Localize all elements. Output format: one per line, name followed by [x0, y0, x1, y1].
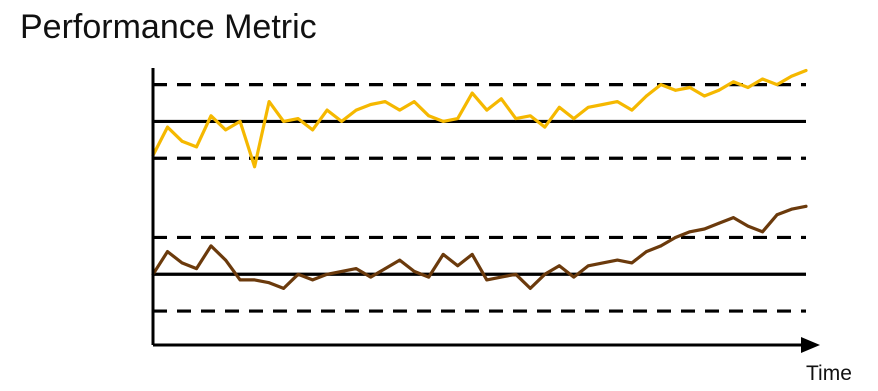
- data-point-1-1: [166, 250, 169, 254]
- data-point-0-28: [557, 105, 561, 109]
- data-point-1-39: [717, 221, 721, 225]
- data-point-1-2: [180, 261, 184, 265]
- data-point-0-26: [528, 114, 532, 118]
- x-axis-label: Time: [806, 362, 852, 385]
- data-point-1-7: [253, 278, 256, 282]
- data-point-1-27: [543, 272, 547, 276]
- data-point-1-26: [528, 287, 532, 290]
- data-point-1-35: [659, 244, 663, 248]
- x-axis-arrow-icon: [801, 337, 820, 353]
- data-point-1-17: [398, 258, 402, 262]
- data-point-0-39: [717, 88, 721, 92]
- reference-lines: [153, 83, 806, 313]
- data-point-0-17: [398, 108, 402, 112]
- data-point-0-7: [253, 165, 256, 169]
- series-lines: [151, 68, 808, 290]
- data-point-1-45: [804, 204, 808, 208]
- data-point-0-18: [412, 100, 416, 104]
- data-point-1-23: [485, 278, 489, 282]
- data-point-1-8: [267, 281, 271, 285]
- data-point-1-25: [514, 272, 518, 276]
- data-point-1-31: [601, 261, 605, 265]
- axes: [151, 68, 820, 353]
- data-point-0-41: [746, 86, 750, 89]
- data-point-0-3: [195, 145, 198, 149]
- data-point-0-30: [586, 105, 590, 109]
- series-line-1: [151, 204, 808, 290]
- data-point-1-36: [674, 236, 677, 239]
- data-point-0-36: [674, 88, 677, 92]
- data-point-0-44: [790, 74, 793, 78]
- data-point-1-14: [354, 267, 358, 270]
- data-point-1-5: [224, 258, 227, 262]
- data-point-0-12: [325, 108, 329, 112]
- data-point-1-43: [775, 213, 779, 217]
- data-point-1-28: [557, 264, 561, 268]
- data-point-0-10: [296, 117, 300, 120]
- data-point-1-42: [761, 230, 764, 234]
- data-point-0-42: [761, 77, 764, 81]
- data-point-1-10: [296, 272, 300, 276]
- data-point-1-4: [209, 244, 213, 248]
- data-point-0-24: [499, 97, 503, 101]
- data-point-0-29: [572, 117, 576, 120]
- data-point-0-4: [209, 114, 213, 118]
- data-point-1-33: [630, 261, 634, 265]
- data-point-0-5: [224, 128, 227, 132]
- data-point-0-33: [630, 108, 634, 112]
- data-point-1-44: [790, 207, 793, 211]
- data-point-1-41: [746, 224, 750, 228]
- data-point-1-38: [703, 227, 706, 231]
- data-point-1-15: [369, 275, 373, 279]
- data-point-1-40: [732, 216, 735, 220]
- data-point-0-16: [383, 100, 387, 104]
- data-point-0-20: [441, 120, 445, 123]
- data-point-1-9: [282, 287, 285, 290]
- data-point-1-12: [325, 272, 329, 276]
- data-point-1-34: [644, 250, 648, 254]
- data-point-1-24: [499, 275, 503, 279]
- data-point-0-22: [470, 91, 474, 95]
- data-point-1-13: [340, 270, 344, 273]
- data-point-0-37: [688, 86, 692, 89]
- data-point-0-1: [166, 125, 169, 129]
- data-point-0-35: [659, 83, 663, 87]
- data-point-0-2: [180, 139, 184, 143]
- data-point-0-32: [615, 100, 619, 104]
- data-point-1-21: [456, 264, 460, 268]
- data-point-0-43: [775, 83, 779, 87]
- data-point-0-34: [644, 94, 648, 98]
- data-point-0-31: [601, 103, 605, 106]
- data-point-0-45: [804, 69, 808, 72]
- data-point-0-23: [485, 108, 489, 112]
- data-point-0-13: [340, 120, 344, 123]
- data-point-0-11: [311, 128, 315, 132]
- data-point-0-21: [456, 117, 460, 120]
- chart-title: Performance Metric: [20, 8, 317, 46]
- data-point-1-30: [586, 264, 590, 268]
- data-point-0-14: [354, 108, 358, 112]
- data-point-1-16: [383, 267, 387, 270]
- data-point-1-11: [311, 278, 315, 282]
- data-point-1-6: [238, 278, 242, 282]
- data-point-0-6: [238, 120, 242, 123]
- data-point-0-19: [427, 114, 431, 118]
- data-point-1-19: [427, 275, 431, 279]
- data-point-1-3: [195, 267, 198, 270]
- series-line-0: [151, 68, 808, 169]
- data-point-0-40: [732, 80, 735, 84]
- data-point-0-38: [703, 94, 706, 98]
- data-point-0-15: [369, 103, 373, 106]
- data-point-1-18: [412, 270, 416, 273]
- data-point-0-27: [543, 125, 547, 129]
- data-point-1-22: [470, 253, 474, 256]
- data-point-1-29: [572, 275, 576, 279]
- data-point-0-9: [282, 120, 285, 123]
- data-point-1-32: [615, 258, 619, 262]
- data-point-0-8: [267, 100, 271, 104]
- data-point-1-37: [688, 230, 692, 234]
- data-point-0-25: [514, 117, 518, 120]
- data-point-1-20: [441, 253, 445, 256]
